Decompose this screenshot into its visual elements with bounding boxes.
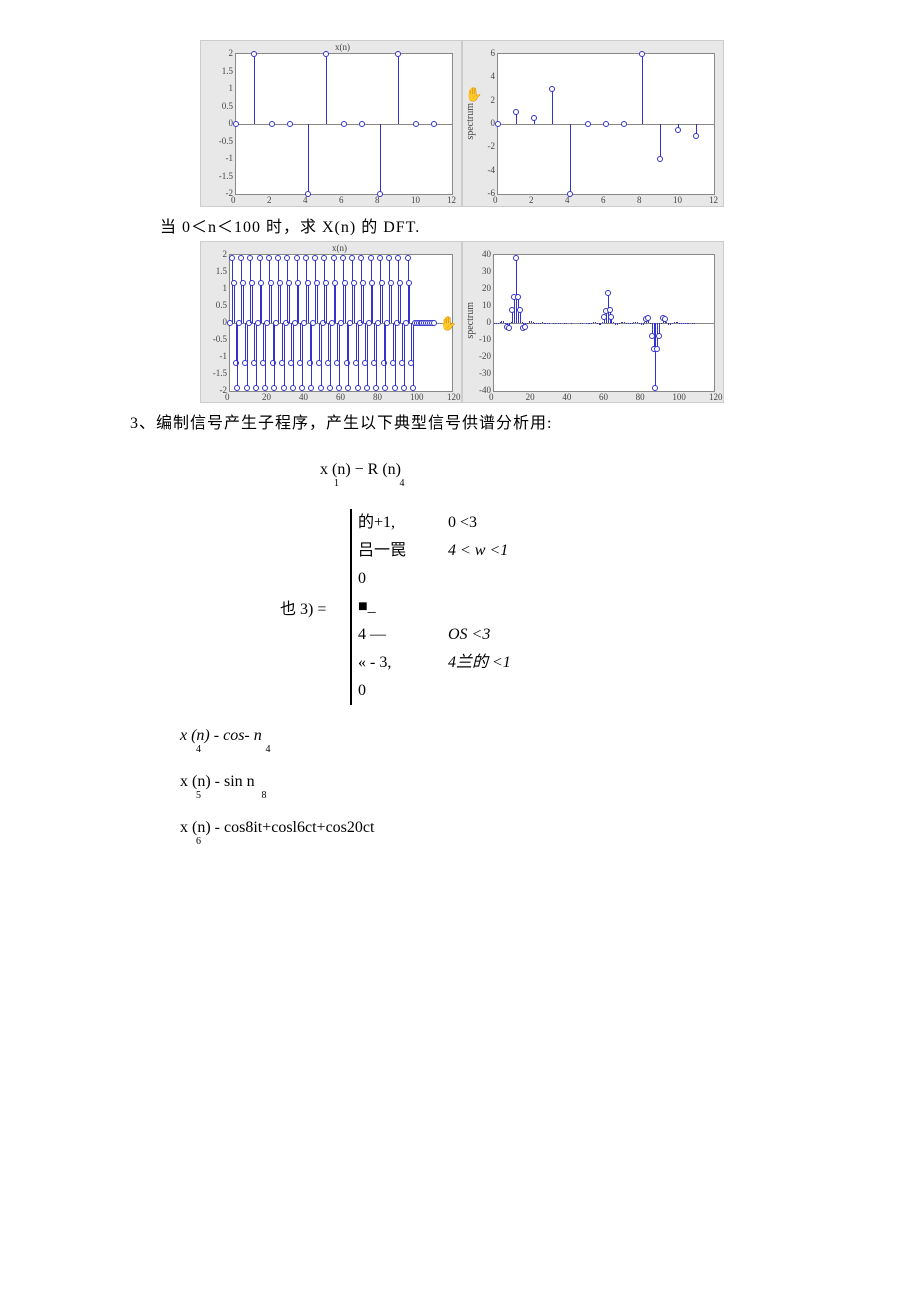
- chart-spectrum-large: -40-30-20-10010203040020406080100120spec…: [462, 241, 724, 403]
- chart-xn-small: -2-1.5-1-0.500.511.52024681012x(n): [200, 40, 462, 207]
- brace1-content: 的+1,0 <3吕一罠4 < w <10■_4 —OS <3« - 3,4兰的 …: [358, 509, 528, 705]
- formula-x6-top: x (n) - cos8it+cosl6ct+cos20ct: [180, 821, 860, 835]
- chart-row-2: -2-1.5-1-0.500.511.52020406080100120x(n)…: [200, 241, 860, 403]
- chart-xn-large: -2-1.5-1-0.500.511.52020406080100120x(n)…: [200, 241, 462, 403]
- formula-x6-sub: 6: [180, 835, 860, 849]
- formula-x5-sub-l: 5: [196, 790, 201, 801]
- formula-x4-top: x (n) - cos- n: [180, 727, 262, 744]
- hand-cursor-icon: ✋: [440, 316, 457, 333]
- formula-x5-sub: 5 8: [180, 789, 860, 803]
- formula-x5-sub-r: 8: [262, 790, 267, 801]
- page: -2-1.5-1-0.500.511.52024681012x(n) -6-4-…: [0, 0, 920, 907]
- formula-x4-sub-r: 4: [266, 744, 271, 755]
- formula-x4-sub: 4 4: [180, 743, 860, 757]
- hand-cursor-icon: ✋: [465, 87, 482, 104]
- chart-row-1: -2-1.5-1-0.500.511.52024681012x(n) -6-4-…: [200, 40, 860, 207]
- formula-x5: x (n) - sin n 5 8: [180, 775, 860, 803]
- formula-x4-sub-l: 4: [196, 744, 201, 755]
- formula-brace-1: 也 3) = 的+1,0 <3吕一罠4 < w <10■_4 —OS <3« -…: [280, 509, 860, 705]
- formula-x4: x (n) - cos- n 4 4: [180, 729, 860, 757]
- brace1-prefix: 也 3) =: [280, 595, 350, 619]
- formula-x1-sub: 1 4: [320, 477, 860, 491]
- formula-x1-sub-r: 4: [400, 478, 405, 489]
- formulas-lower: x (n) - cos- n 4 4 x (n) - sin n 5 8 x (…: [180, 729, 860, 849]
- formula-x1: x (n) − R (n) 1 4: [320, 463, 860, 491]
- formula-x1-sub-l: 1: [334, 478, 339, 489]
- chart-spectrum-small: -6-4-20246024681012spectrum✋: [462, 40, 724, 207]
- formula-x5-top: x (n) - sin n: [180, 775, 860, 789]
- brace1-line: [350, 509, 352, 705]
- formula-x6-sub-l: 6: [196, 836, 201, 847]
- formula-block: x (n) − R (n) 1 4 也 3) = 的+1,0 <3吕一罠4 < …: [320, 463, 860, 705]
- formula-x6: x (n) - cos8it+cosl6ct+cos20ct 6: [180, 821, 860, 849]
- question-3-text: 3、编制信号产生子程序，产生以下典型信号供谱分析用:: [130, 409, 860, 433]
- brace1-block: 的+1,0 <3吕一罠4 < w <10■_4 —OS <3« - 3,4兰的 …: [350, 509, 528, 705]
- formula-x1-top: x (n) − R (n): [320, 463, 860, 477]
- text-dft-line: 当 0＜n＜100 时，求 X(n) 的 DFT.: [160, 213, 860, 237]
